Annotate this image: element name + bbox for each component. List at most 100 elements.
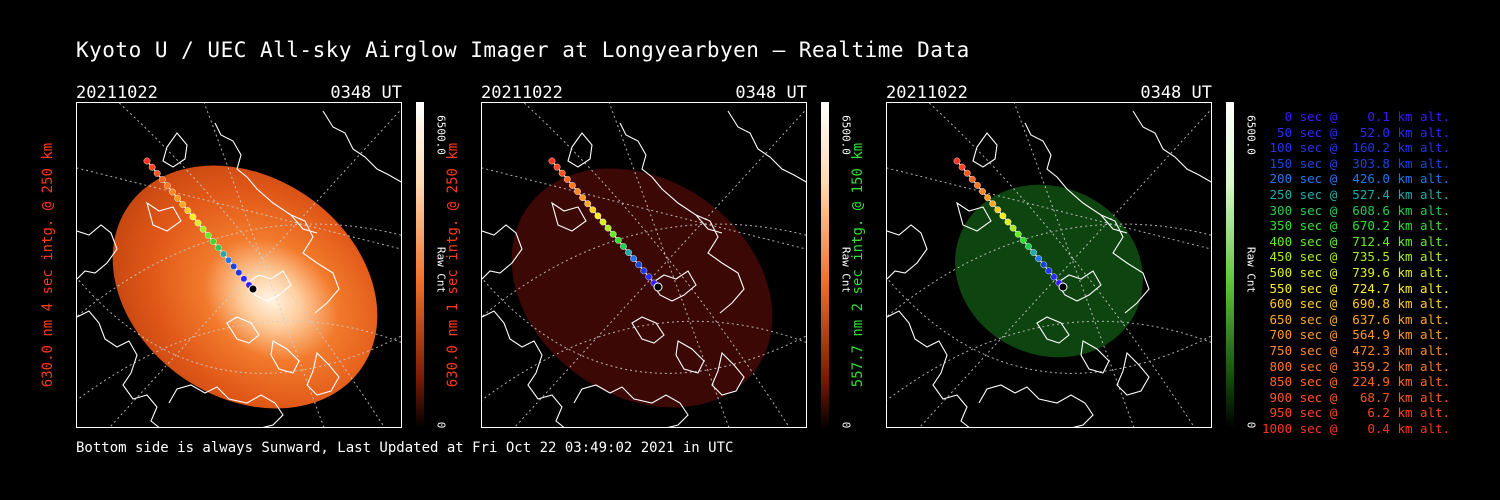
coastlines — [77, 110, 401, 427]
coastlines — [887, 110, 1211, 427]
track-point — [220, 250, 227, 258]
legend-row: 650 sec @ 637.6 km alt. — [1262, 311, 1451, 327]
legend-row: 850 sec @ 224.9 km alt. — [1262, 374, 1451, 390]
panel-557nm-2sec: 20211022 0348 UT 557.7 nm 2 sec intg. @ … — [850, 80, 1286, 440]
track-point — [194, 219, 202, 227]
colorbar-min: 0 — [434, 421, 448, 429]
track-point — [640, 267, 648, 275]
legend-row: 1000 sec @ 0.4 km alt. — [1262, 420, 1451, 436]
track-point — [158, 176, 166, 184]
track-point — [1024, 242, 1032, 250]
legend-row: 250 sec @ 527.4 km alt. — [1262, 186, 1451, 202]
legend-row: 700 sec @ 564.9 km alt. — [1262, 327, 1451, 343]
legend-row: 500 sec @ 739.6 km alt. — [1262, 264, 1451, 280]
satellite-track — [548, 157, 663, 292]
colorbar-unit: Raw Cnt — [1244, 246, 1258, 294]
page-title: Kyoto U / UEC All-sky Airglow Imager at … — [76, 38, 970, 62]
track-point — [189, 213, 197, 221]
lat-lon-grid — [77, 103, 401, 427]
track-point — [1019, 236, 1027, 244]
legend-row: 450 sec @ 735.5 km alt. — [1262, 249, 1451, 265]
track-point — [968, 175, 976, 183]
legend-row: 100 sec @ 160.2 km alt. — [1262, 140, 1451, 156]
allsky-image-frame — [481, 102, 807, 428]
track-point — [953, 157, 961, 165]
track-point — [1045, 267, 1053, 275]
colorbar-max: 6500.0 — [1244, 115, 1258, 155]
colorbar — [1226, 102, 1234, 428]
track-point — [635, 261, 643, 269]
track-point — [143, 157, 151, 165]
lat-lon-grid — [887, 103, 1211, 427]
track-point — [963, 169, 971, 177]
track-point — [1014, 230, 1022, 238]
panel-time: 0348 UT — [735, 83, 807, 103]
footer-note: Bottom side is always Sunward, Last Upda… — [76, 440, 734, 456]
track-point — [214, 244, 222, 252]
allsky-image-frame — [886, 102, 1212, 428]
panel-time: 0348 UT — [1140, 83, 1212, 103]
legend-row: 550 sec @ 724.7 km alt. — [1262, 280, 1451, 296]
track-point — [563, 175, 571, 183]
track-point — [153, 170, 161, 177]
legend-row: 400 sec @ 712.4 km alt. — [1262, 233, 1451, 249]
panel-time: 0348 UT — [330, 83, 402, 103]
track-point — [599, 218, 607, 226]
track-point — [974, 182, 981, 189]
track-point — [619, 242, 627, 250]
satellite-track-legend: 0 sec @ 0.1 km alt. 50 sec @ 52.0 km alt… — [1262, 109, 1451, 436]
track-point — [164, 182, 171, 190]
panel-date: 20211022 — [481, 83, 563, 103]
track-point — [169, 188, 176, 196]
legend-row: 750 sec @ 472.3 km alt. — [1262, 342, 1451, 358]
track-point — [594, 212, 602, 220]
track-point — [230, 262, 238, 270]
track-point — [1050, 273, 1058, 281]
allsky-image — [887, 103, 1211, 427]
track-endpoint — [1058, 282, 1068, 292]
panel-630nm-1sec: 20211022 0348 UT 630.0 nm 1 sec intg. @ … — [445, 80, 881, 440]
allsky-image — [482, 103, 806, 427]
track-point — [989, 200, 997, 208]
track-point — [614, 236, 622, 244]
track-point — [1035, 255, 1043, 263]
legend-row: 150 sec @ 303.8 km alt. — [1262, 155, 1451, 171]
track-point — [548, 157, 556, 165]
track-point — [558, 169, 566, 177]
colorbar-min: 0 — [839, 421, 853, 429]
map-overlay — [77, 103, 401, 427]
track-point — [604, 224, 612, 232]
colorbar — [416, 102, 424, 428]
track-point — [1030, 249, 1037, 256]
panel-label: 630.0 nm 1 sec intg. @ 250 km — [445, 142, 461, 388]
track-point — [589, 206, 597, 214]
legend-row: 600 sec @ 690.8 km alt. — [1262, 296, 1451, 312]
track-point — [979, 188, 986, 195]
legend-row: 300 sec @ 608.6 km alt. — [1262, 202, 1451, 218]
track-point — [184, 207, 192, 215]
map-overlay — [887, 103, 1211, 427]
legend-row: 0 sec @ 0.1 km alt. — [1262, 109, 1451, 124]
track-point — [984, 194, 992, 202]
track-point — [609, 230, 617, 238]
satellite-track — [143, 157, 258, 294]
panel-630nm-4sec: 20211022 0348 UT 630.0 nm 4 sec intg. @ … — [40, 80, 476, 440]
legend-row: 350 sec @ 670.2 km alt. — [1262, 218, 1451, 234]
panel-date: 20211022 — [886, 83, 968, 103]
track-point — [553, 163, 561, 171]
track-point — [579, 194, 587, 202]
track-point — [630, 255, 638, 263]
panel-label: 630.0 nm 4 sec intg. @ 250 km — [40, 142, 56, 388]
track-point — [1040, 261, 1048, 269]
track-point — [584, 200, 592, 208]
track-point — [1004, 218, 1012, 226]
track-endpoint — [248, 284, 258, 294]
legend-row: 900 sec @ 68.7 km alt. — [1262, 389, 1451, 405]
track-point — [199, 225, 207, 233]
map-overlay — [482, 103, 806, 427]
track-point — [994, 206, 1002, 214]
satellite-track — [953, 157, 1068, 292]
legend-row: 200 sec @ 426.0 km alt. — [1262, 171, 1451, 187]
track-point — [574, 188, 581, 195]
legend-row: 800 sec @ 359.2 km alt. — [1262, 358, 1451, 374]
